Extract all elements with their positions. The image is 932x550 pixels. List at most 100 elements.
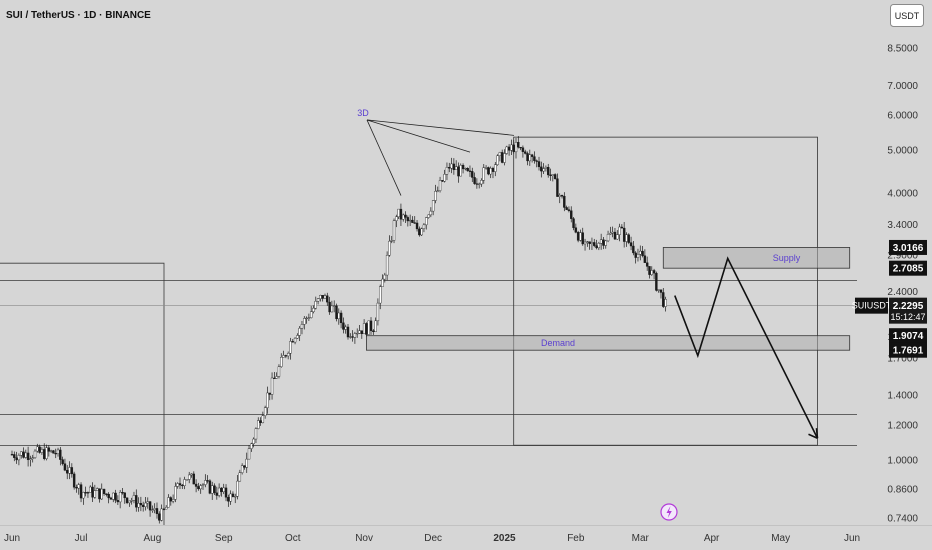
candle-body <box>443 174 446 182</box>
candle-body <box>406 217 410 222</box>
currency-button[interactable]: USDT <box>890 4 924 27</box>
candle <box>547 163 550 178</box>
candle <box>500 149 504 164</box>
candle <box>620 224 624 229</box>
candle-body <box>151 509 154 511</box>
candle <box>503 149 506 166</box>
supply-zone-label: Supply <box>773 253 801 263</box>
candle-body <box>298 327 301 336</box>
candle-body <box>431 200 435 212</box>
candle <box>415 220 419 232</box>
candle <box>167 494 170 508</box>
price-tick-label: 3.4000 <box>887 220 918 231</box>
time-label: Jun <box>4 533 20 544</box>
candle <box>197 482 200 491</box>
last-price-box <box>889 297 927 324</box>
candle-body <box>537 161 541 168</box>
candle-body <box>388 240 391 256</box>
candle-body <box>169 497 172 502</box>
candle-body <box>217 487 221 496</box>
candle <box>123 492 126 504</box>
candle <box>388 235 391 257</box>
candle-body <box>176 483 179 487</box>
candle-body <box>268 392 271 395</box>
time-axis[interactable]: Jun Jul Aug Sep Oct Nov Dec 2025 Feb Mar Apr May Jun <box>4 533 860 544</box>
time-label: May <box>771 533 790 544</box>
candle-body <box>231 493 235 497</box>
candle <box>616 230 619 240</box>
candle <box>102 488 106 496</box>
candle <box>162 507 166 511</box>
candle-body <box>602 239 605 246</box>
candle <box>61 456 64 466</box>
candle <box>392 218 396 244</box>
candle <box>427 214 430 219</box>
candle-body <box>234 496 237 498</box>
candle-body <box>445 167 449 175</box>
candle <box>662 288 665 308</box>
candle <box>270 372 274 400</box>
candle-body <box>10 454 14 456</box>
candle <box>484 165 488 170</box>
candle-body <box>199 485 202 490</box>
candle <box>234 493 237 504</box>
candle-body <box>82 492 85 499</box>
candle <box>602 236 605 250</box>
candle <box>222 483 225 495</box>
price-tag-box <box>889 342 927 358</box>
candle-body <box>137 503 140 508</box>
candle-body <box>512 144 515 153</box>
candle-body <box>15 457 18 461</box>
candle <box>342 317 345 334</box>
candle <box>63 458 67 472</box>
candle-body <box>190 473 193 476</box>
candle <box>425 216 428 230</box>
candle-body <box>100 488 103 500</box>
candle <box>448 162 451 173</box>
candle-body <box>565 207 568 210</box>
candle-body <box>551 174 555 176</box>
price-tick-label: 4.0000 <box>887 189 918 200</box>
candle <box>625 232 628 247</box>
candle <box>153 503 156 514</box>
candle <box>54 448 57 459</box>
candle <box>526 151 529 166</box>
candle <box>588 241 591 250</box>
lightning-icon[interactable] <box>660 503 678 521</box>
candle-body <box>132 495 136 501</box>
demand-zone <box>366 335 851 351</box>
candle-body <box>641 250 644 256</box>
candle-body <box>282 355 285 358</box>
candle <box>595 239 598 250</box>
candle-body <box>181 484 184 487</box>
candle <box>107 492 110 504</box>
candle-body <box>524 151 527 154</box>
candle-body <box>339 312 343 324</box>
candle-body <box>245 458 248 468</box>
candle <box>574 223 578 234</box>
candle <box>257 417 260 430</box>
candle <box>68 461 71 480</box>
candle <box>438 176 442 193</box>
demand-zone-label: Demand <box>541 338 575 348</box>
candle-body <box>369 320 373 331</box>
candle-body <box>491 168 495 172</box>
candle-body <box>93 490 97 498</box>
candle <box>404 211 407 223</box>
drawings-layer: 3D <box>357 108 819 439</box>
time-label: Sep <box>215 533 233 544</box>
candle-body <box>344 326 347 330</box>
range-box <box>513 136 818 446</box>
candle-body <box>528 154 532 162</box>
price-tick-label: 1.4000 <box>887 391 918 402</box>
candle <box>20 451 23 459</box>
candle-body <box>270 377 274 395</box>
candle-body <box>576 232 580 241</box>
candle-body <box>477 183 481 185</box>
candle <box>593 238 596 248</box>
candle <box>507 144 511 156</box>
candle-body <box>570 210 573 219</box>
candle-body <box>22 451 25 458</box>
